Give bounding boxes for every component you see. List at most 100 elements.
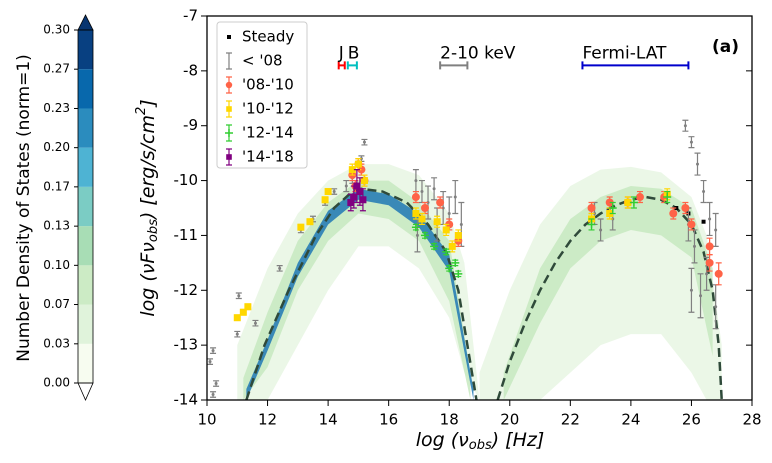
y-tick-label: -10 <box>174 171 199 189</box>
point <box>432 187 436 191</box>
point <box>454 269 463 278</box>
y-label-part: ) [erg/s/cm <box>137 115 159 221</box>
x-label-sub: obs <box>469 438 492 453</box>
band-label: B <box>348 43 360 63</box>
point <box>608 204 617 212</box>
point <box>714 228 718 232</box>
point <box>606 209 614 217</box>
legend: Steady < '08 '08-'10 '10-'12 '12-'14 '14-'18 <box>216 21 308 169</box>
point <box>689 288 693 292</box>
point <box>436 198 445 207</box>
legend-label: Steady <box>242 28 294 46</box>
band-label: J <box>338 43 344 63</box>
point <box>689 140 693 144</box>
band-label: 2-10 keV <box>440 43 516 63</box>
x-tick-label: 28 <box>742 411 761 429</box>
y-tick-label: -14 <box>174 391 199 409</box>
y-tick-label: -13 <box>174 336 199 354</box>
point <box>629 198 638 207</box>
y-label-part: log (νFν <box>137 242 159 317</box>
x-tick-label: 14 <box>319 411 338 429</box>
point <box>448 242 456 250</box>
point <box>605 198 614 207</box>
point <box>411 223 420 232</box>
point <box>714 305 718 309</box>
colorbar-segment <box>78 147 93 187</box>
point <box>701 219 706 224</box>
colorbar-segment <box>78 226 93 266</box>
point <box>624 199 632 207</box>
point <box>699 294 703 298</box>
legend-marker <box>226 154 232 160</box>
legend-error <box>226 52 232 70</box>
point <box>683 124 687 128</box>
colorbar-tick-label: 0.13 <box>43 219 70 233</box>
colorbar-segment <box>78 30 93 70</box>
point <box>211 393 215 397</box>
point <box>362 140 366 144</box>
point <box>332 190 336 194</box>
x-label-part: ) [Hz] <box>490 429 545 451</box>
point <box>442 226 450 234</box>
band-range <box>346 61 358 70</box>
point <box>611 217 615 221</box>
point <box>356 188 364 196</box>
colorbar-tick-label: 0.10 <box>43 258 70 272</box>
x-label-part: log (ν <box>416 429 469 451</box>
axes-frame <box>206 15 753 401</box>
legend-marker <box>227 35 231 39</box>
colorbar-tick-label: 0.17 <box>43 179 70 193</box>
point <box>702 190 706 194</box>
colorbar-segment <box>78 304 93 344</box>
point <box>599 228 603 232</box>
point <box>414 179 418 183</box>
density-envelope <box>503 186 713 400</box>
x-tick-label: 24 <box>621 411 640 429</box>
model-line <box>245 187 723 400</box>
colorbar-frame <box>77 29 94 384</box>
colorbar-segment <box>78 265 93 305</box>
point <box>433 218 441 226</box>
point <box>237 294 241 298</box>
point <box>324 188 332 196</box>
colorbar-under <box>77 382 94 401</box>
point <box>359 196 367 204</box>
colorbar-segment <box>78 108 93 148</box>
point <box>451 258 460 267</box>
y-tick-label: -12 <box>174 281 199 299</box>
point <box>412 209 420 217</box>
point <box>214 382 218 386</box>
point <box>441 206 445 210</box>
colorbar-segment <box>78 186 93 227</box>
x-tick-label: 26 <box>682 411 701 429</box>
point <box>705 258 714 267</box>
point <box>663 193 672 202</box>
point <box>587 220 596 229</box>
point <box>447 211 451 215</box>
x-tick-label: 20 <box>500 411 519 429</box>
y-axis-label: log (νFνobs) [erg/s/cm2] <box>134 99 161 316</box>
point <box>321 196 329 204</box>
point <box>418 215 426 223</box>
colorbar-tick-label: 0.00 <box>43 376 70 390</box>
point <box>459 222 463 226</box>
band-label: Fermi-LAT <box>582 43 667 63</box>
point <box>253 321 257 325</box>
density-envelope <box>243 180 471 400</box>
point <box>233 314 241 322</box>
point <box>696 162 699 166</box>
x-tick-label: 16 <box>379 411 398 429</box>
point <box>420 190 424 194</box>
y-tick-label: -8 <box>183 61 198 79</box>
legend-marker <box>225 129 233 137</box>
colorbar-label: Number Density of States (norm=1) <box>14 54 34 362</box>
point <box>708 217 712 221</box>
x-axis-label: log (νobs) [Hz] <box>416 429 545 453</box>
point <box>347 199 355 207</box>
band-range <box>581 61 690 70</box>
colorbar-tick-label: 0.27 <box>43 62 70 76</box>
point <box>348 166 356 174</box>
point <box>411 193 420 202</box>
point <box>239 308 247 316</box>
